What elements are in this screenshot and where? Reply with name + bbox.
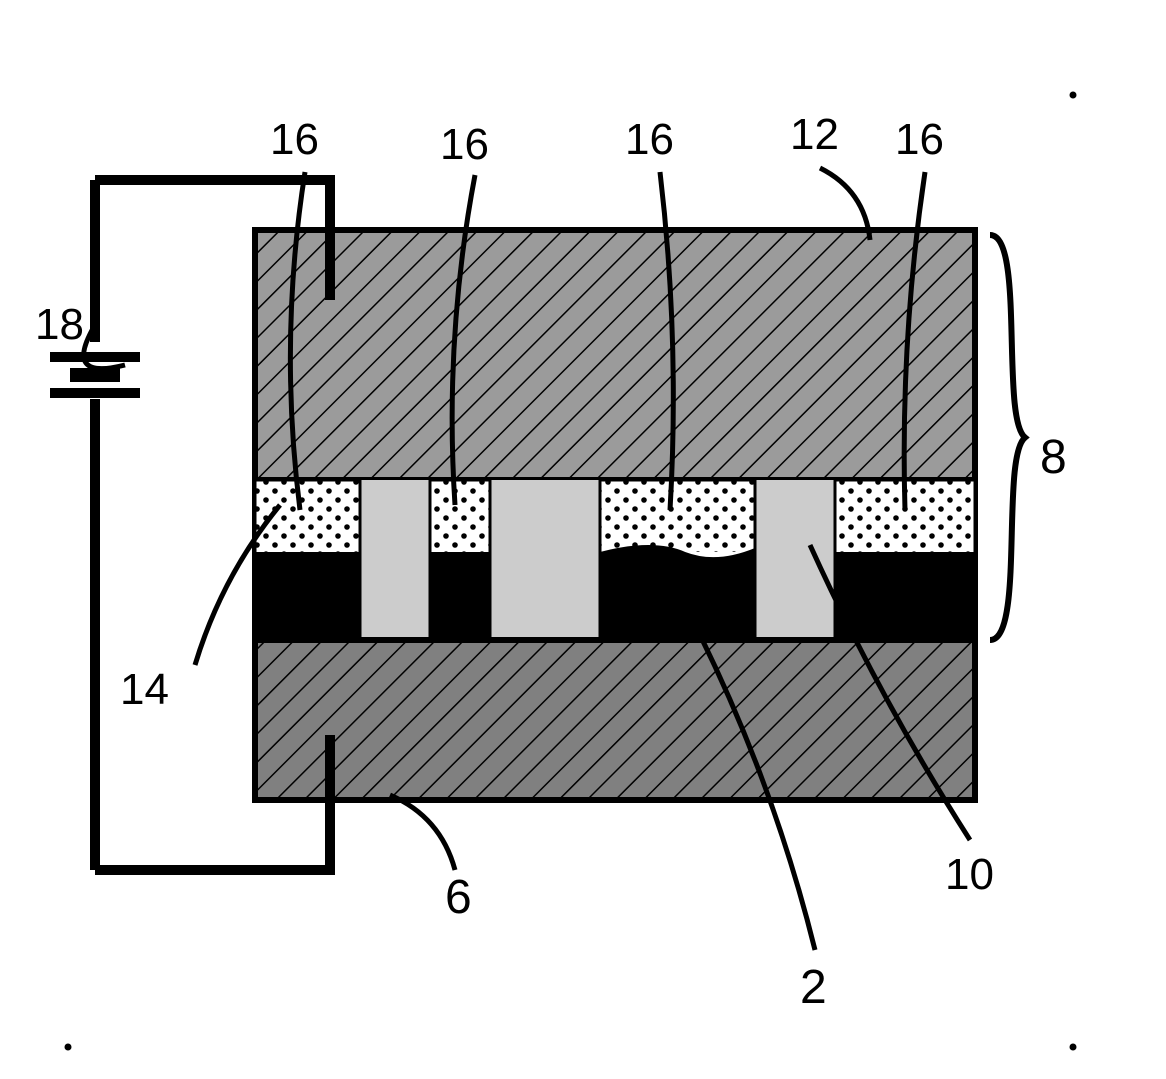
pillar-0 bbox=[360, 480, 430, 640]
brace-8 bbox=[990, 235, 1025, 640]
well-black-2 bbox=[600, 545, 755, 640]
label-8: 8 bbox=[1040, 430, 1067, 485]
label-10: 10 bbox=[945, 850, 994, 900]
label-16c: 16 bbox=[625, 115, 674, 165]
well-black-0 bbox=[255, 552, 360, 640]
pillar-1 bbox=[490, 480, 600, 640]
label-18: 18 bbox=[35, 300, 84, 350]
top-electrode bbox=[255, 230, 975, 480]
label-16a: 16 bbox=[270, 115, 319, 165]
label-14: 14 bbox=[120, 665, 169, 715]
pillar-2 bbox=[755, 480, 835, 640]
label-2: 2 bbox=[800, 960, 827, 1015]
well-dotted-2 bbox=[600, 480, 755, 552]
well-black-1 bbox=[430, 552, 490, 640]
diagram-svg bbox=[0, 0, 1166, 1079]
frame-dot-2 bbox=[1070, 1044, 1077, 1051]
label-16b: 16 bbox=[440, 120, 489, 170]
leader-6 bbox=[390, 795, 455, 870]
frame-dot-0 bbox=[1070, 92, 1077, 99]
well-dotted-1 bbox=[430, 480, 490, 552]
leader-18 bbox=[84, 325, 125, 369]
label-12: 12 bbox=[790, 110, 839, 160]
label-16d: 16 bbox=[895, 115, 944, 165]
diagram-canvas: 18 16 16 16 12 16 8 10 2 6 14 bbox=[0, 0, 1166, 1079]
label-6: 6 bbox=[445, 870, 472, 925]
frame-dot-1 bbox=[65, 1044, 72, 1051]
well-black-3 bbox=[835, 552, 975, 640]
